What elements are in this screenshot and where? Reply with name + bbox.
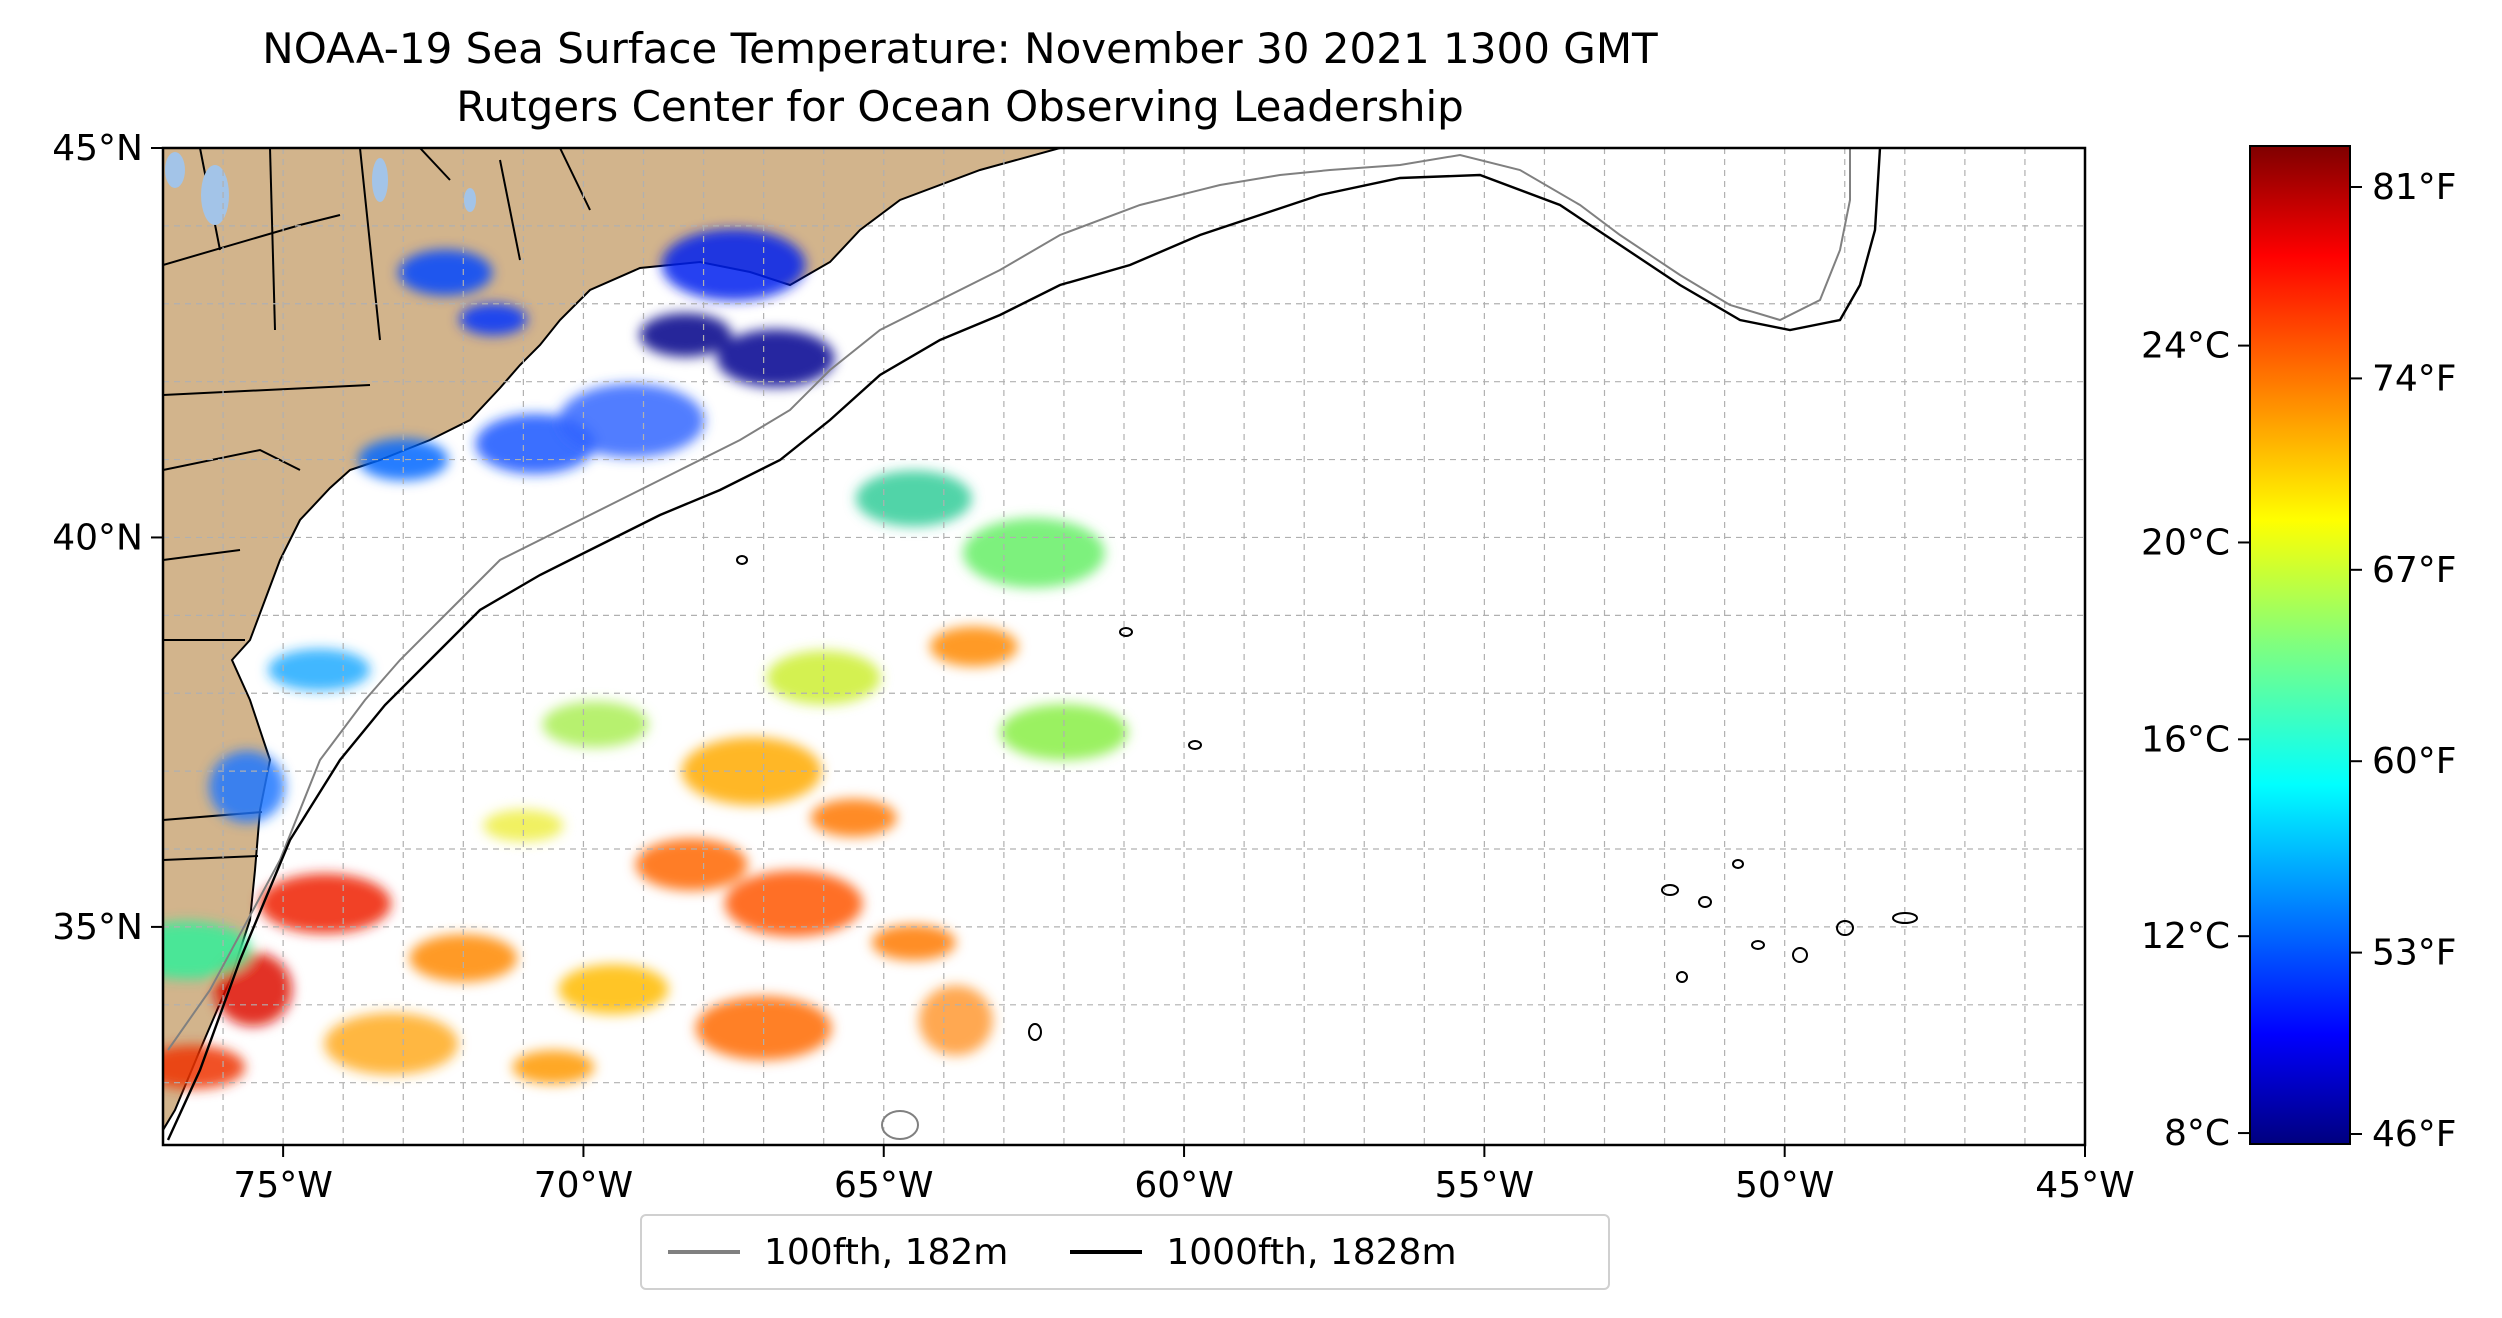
sst-patch [635,838,748,891]
sst-patch [512,1050,595,1085]
lon-tick-label: 45°W [2035,1165,2134,1206]
legend-label-1000fth: 1000fth, 1828m [1166,1231,1457,1273]
lon-tick-label: 50°W [1735,1165,1834,1206]
sst-patch [871,924,956,961]
isobath-1000fth [166,148,1882,1141]
colorbar-f-label: 53°F [2372,933,2457,974]
legend-swatch-1000fth [1070,1250,1143,1254]
sst-patch [639,312,732,357]
lat-tick-label: 35°N [52,907,143,948]
isobath-100fth [167,148,1851,1051]
colorbar-ticks: 46°F 53°F 60°F 67°F 74°F 81°F 8°C 12°C 16°C 20°C 2… [2141,167,2456,1155]
lat-tick-label: 40°N [52,517,143,558]
legend-item-100fth: 100fth, 182m [668,1232,1008,1273]
map-frame [161,146,2087,1147]
sst-patch [163,921,253,980]
colorbar-f-label: 46°F [2372,1114,2457,1155]
legend-swatch-100fth [668,1250,740,1254]
colorbar-f-label: 60°F [2372,741,2457,782]
sst-patch [929,626,1018,667]
lat-tick-label: 45°N [52,128,143,169]
colorbar-f-label: 67°F [2372,550,2457,591]
colorbar-f-label: 74°F [2372,358,2457,399]
sst-patch [409,934,518,983]
sst-patch [855,470,972,527]
sst-patch [324,1012,459,1075]
lakes [165,152,476,225]
lon-tick-label: 65°W [834,1165,933,1206]
colorbar-c-label: 24°C [2141,326,2230,367]
sst-patch [259,873,392,934]
lon-tick-label: 55°W [1435,1165,1534,1206]
lon-tick-label: 75°W [233,1165,332,1206]
sst-patch [542,701,649,748]
seamount-contours [736,555,1918,1140]
colorbar-c-label: 16°C [2141,719,2230,760]
map-title: NOAA-19 Sea Surface Temperature: Novembe… [262,24,1658,73]
sst-patch [214,952,293,1027]
colorbar-c-label: 8°C [2164,1113,2230,1154]
gridlines [163,148,2085,1145]
legend-label-100fth: 100fth, 182m [764,1231,1009,1273]
sst-patch [459,303,528,336]
colorbar-c-label: 20°C [2141,522,2230,563]
sst-patch [163,1045,246,1090]
sst-patch [268,648,371,691]
sst-patch [918,985,993,1056]
sst-patch [962,518,1105,589]
sst-patch [483,809,564,842]
colorbar-f-label: 81°F [2372,167,2457,208]
sst-patch [810,798,897,837]
legend: 100fth, 182m 1000fth, 1828m [640,1214,1610,1290]
sst-patch [661,228,806,301]
lon-tick-label: 60°W [1134,1165,1233,1206]
lon-tick-label: 70°W [534,1165,633,1206]
legend-item-1000fth: 1000fth, 1828m [1070,1231,1457,1273]
sst-patch [558,964,669,1015]
colorbar [2249,145,2351,1145]
map-area [163,148,2085,1145]
sst-patch [716,329,835,388]
colorbar-c-label: 12°C [2141,916,2230,957]
map-subtitle: Rutgers Center for Ocean Observing Leade… [456,82,1464,131]
axis-ticks: 75°W 70°W 65°W 60°W 55°W 50°W 45°W 45°N 40°N 35°N [52,128,2134,1206]
sst-patch [209,750,286,823]
sst-patch [724,870,863,937]
sst-patch [558,383,705,458]
sst-patch [398,249,493,296]
